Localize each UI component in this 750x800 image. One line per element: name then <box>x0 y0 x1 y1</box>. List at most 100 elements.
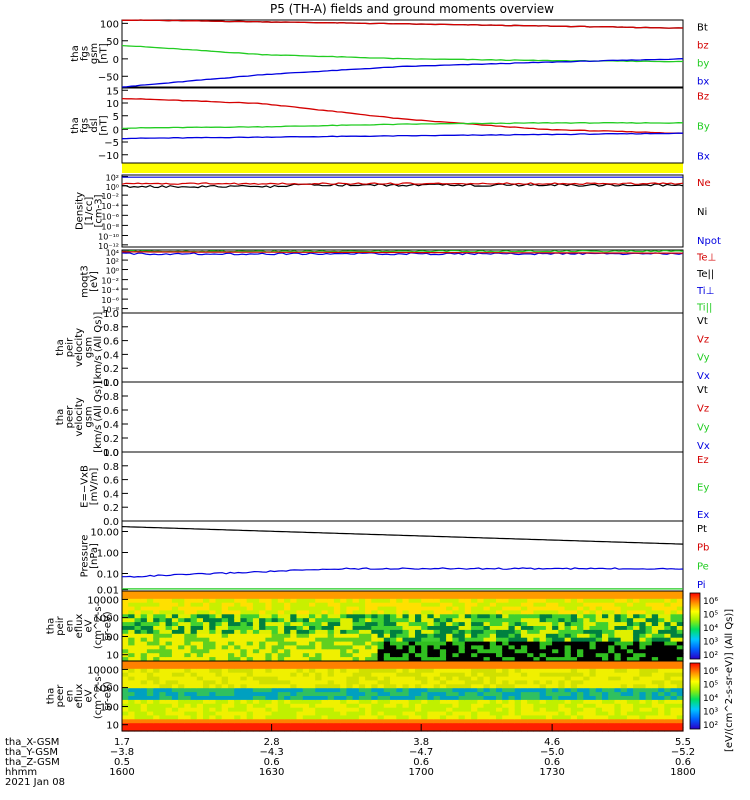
spectrogram-cell <box>284 703 291 709</box>
spectrogram-cell <box>315 622 322 627</box>
spectrogram-cell <box>390 661 397 666</box>
spectrogram-cell <box>365 680 372 685</box>
spectrogram-cell <box>496 661 503 666</box>
spectrogram-cell <box>464 661 472 666</box>
spectrogram-cell <box>122 699 129 705</box>
spectrogram-cell <box>327 622 335 627</box>
spectrogram-cell <box>570 711 578 717</box>
spectrogram-cell <box>408 591 416 596</box>
spectrogram-cell <box>577 598 584 604</box>
spectrogram-cell <box>234 699 241 705</box>
spectrogram-cell <box>602 626 609 631</box>
spectrogram-cell <box>633 707 640 713</box>
spectrogram-cell <box>608 641 615 647</box>
spectrogram-cell <box>302 680 310 685</box>
spectrogram-cell <box>477 723 485 728</box>
spectrogram-cell <box>539 591 547 596</box>
y-axis-label: [km/s (All Qs)] <box>93 312 104 384</box>
spectrogram-cell <box>595 649 603 654</box>
spectrogram-cell <box>140 715 148 720</box>
spectrogram-cell <box>408 641 416 647</box>
spectrogram-cell <box>333 684 341 689</box>
spectrogram-cell <box>577 633 584 639</box>
spectrogram-cell <box>408 629 416 635</box>
spectrogram-cell <box>196 614 204 619</box>
spectrogram-cell <box>203 661 210 666</box>
spectrogram-cell <box>221 688 229 693</box>
spectrogram-cell <box>602 696 609 701</box>
spectrogram-cell <box>520 591 528 596</box>
spectrogram-cell <box>595 618 603 623</box>
spectrogram-cell <box>676 668 684 674</box>
spectrogram-cell <box>196 719 204 724</box>
spectrogram-cell <box>196 653 204 658</box>
spectrogram-cell <box>290 723 298 728</box>
spectrogram-cell <box>309 637 316 643</box>
spectrogram-cell <box>651 672 659 678</box>
spectrogram-cell <box>645 699 653 705</box>
spectrogram-cell <box>676 645 684 650</box>
spectrogram-cell <box>408 723 416 728</box>
spectrogram-cell <box>327 723 335 728</box>
spectrogram-cell <box>421 723 428 728</box>
spectrogram-cell <box>577 707 584 713</box>
spectrogram-cell <box>577 676 584 682</box>
spectrogram-cell <box>620 602 628 608</box>
spectrogram-cell <box>309 676 316 682</box>
spectrogram-cell <box>383 672 391 678</box>
spectrogram-cell <box>670 649 678 654</box>
spectrogram-cell <box>408 696 416 701</box>
spectrogram-cell <box>315 626 322 631</box>
spectrogram-cell <box>483 723 491 728</box>
spectrogram-cell <box>346 598 354 604</box>
spectrogram-cell <box>228 591 235 596</box>
spectrogram-cell <box>402 696 410 701</box>
spectrogram-cell <box>670 661 678 666</box>
spectrogram-cell <box>483 614 491 619</box>
spectrogram-cell <box>333 676 341 682</box>
spectrogram-cell <box>408 614 416 619</box>
spectrogram-cell <box>165 618 173 623</box>
spectrogram-cell <box>215 626 223 631</box>
spectrogram-cell <box>645 661 653 666</box>
spectrogram-cell <box>302 684 310 689</box>
spectrogram-cell <box>402 684 410 689</box>
spectrogram-cell <box>284 641 291 647</box>
spectrogram-cell <box>128 715 135 720</box>
spectrogram-cell <box>464 645 472 650</box>
spectrogram-cell <box>259 610 266 615</box>
spectrogram-cell <box>577 649 584 654</box>
spectrogram-cell <box>171 629 179 635</box>
spectrogram-cell <box>122 626 129 631</box>
spectrogram-cell <box>234 723 241 728</box>
spectrogram-cell <box>315 727 322 732</box>
spectrogram-cell <box>620 626 628 631</box>
spectrogram-cell <box>639 715 647 720</box>
spectrogram-cell <box>471 688 478 693</box>
spectrogram-cell <box>221 614 229 619</box>
spectrogram-cell <box>564 715 572 720</box>
spectrogram-cell <box>415 649 422 654</box>
spectrogram-cell <box>608 692 615 697</box>
spectrogram-cell <box>439 653 447 658</box>
spectrogram-cell <box>228 699 235 705</box>
spectrogram-cell <box>626 657 634 662</box>
spectrogram-cell <box>246 703 254 709</box>
spectrogram-cell <box>483 684 491 689</box>
spectrogram-cell <box>203 715 210 720</box>
spectrogram-cell <box>564 664 572 670</box>
spectrogram-cell <box>340 711 347 717</box>
spectrogram-cell <box>252 661 260 666</box>
spectrogram-cell <box>433 680 441 685</box>
spectrogram-cell <box>234 591 241 596</box>
spectrogram-cell <box>321 653 329 658</box>
spectrogram-cell <box>408 719 416 724</box>
spectrogram-cell <box>496 676 503 682</box>
spectrogram-cell <box>271 626 279 631</box>
spectrogram-cell <box>340 696 347 701</box>
spectrogram-cell <box>583 598 591 604</box>
spectrogram-cell <box>564 696 572 701</box>
spectrogram-cell <box>146 626 154 631</box>
spectrogram-cell <box>595 614 603 619</box>
legend-entry: Ne <box>697 178 711 189</box>
